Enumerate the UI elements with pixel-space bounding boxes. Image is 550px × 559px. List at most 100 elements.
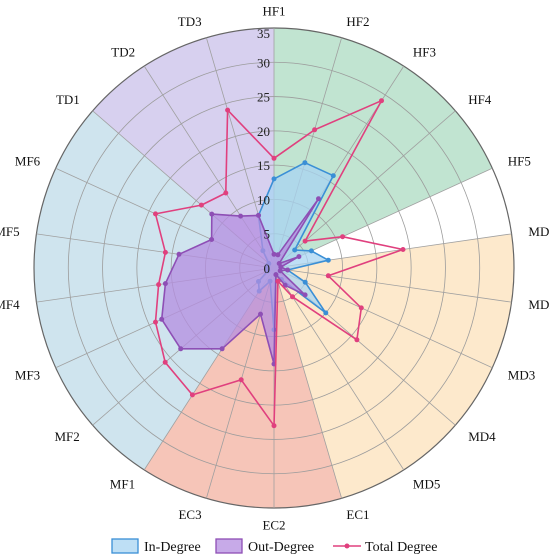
point-total-degree-mf2 — [162, 359, 168, 365]
category-label-ec3: EC3 — [178, 507, 201, 522]
legend-label-total-degree: Total Degree — [365, 540, 437, 555]
point-total-degree-ec2 — [271, 423, 277, 429]
legend-item-in-degree: In-Degree — [111, 538, 201, 555]
point-out-degree-md3 — [277, 268, 283, 274]
sector-mf-3 — [33, 110, 275, 470]
tick-label-0: 0 — [264, 261, 271, 276]
point-total-degree-mf6 — [153, 211, 158, 217]
spoke-md2 — [273, 267, 512, 303]
point-total-degree-md2 — [325, 273, 331, 279]
tick-label-20: 20 — [257, 124, 270, 139]
point-in-degree-hf4 — [292, 247, 298, 253]
category-label-md2: MD2 — [528, 297, 550, 312]
point-total-degree-mf1 — [189, 392, 195, 398]
category-label-mf1: MF1 — [110, 477, 135, 492]
category-label-hf2: HF2 — [346, 14, 369, 29]
point-out-degree-mf5 — [176, 251, 182, 257]
radar-grid — [33, 27, 515, 509]
point-out-degree-hf2 — [275, 252, 281, 258]
point-total-degree-td2 — [223, 190, 229, 196]
point-out-degree-hf5 — [296, 254, 302, 260]
point-total-degree-mf3 — [153, 319, 158, 325]
point-out-degree-mf1 — [219, 346, 225, 352]
category-label-mf5: MF5 — [0, 224, 20, 239]
point-total-degree-ec1 — [275, 278, 281, 284]
tick-label-35: 35 — [257, 26, 270, 41]
point-total-degree-md5 — [290, 294, 295, 300]
point-out-degree-td1 — [209, 211, 215, 217]
sector-ec-2 — [144, 268, 342, 509]
point-in-degree-hf2 — [302, 160, 308, 166]
point-out-degree-ec3 — [258, 311, 263, 317]
category-labels: HF1 HF2 HF3 HF4 HF5 MD1 MD2 MD3 MD4 MD5 EC1 EC2 EC3 M… — [0, 4, 550, 533]
point-out-degree-mf2 — [178, 346, 184, 352]
legend-label-in-degree: In-Degree — [144, 540, 201, 555]
point-out-degree-md5 — [282, 282, 288, 288]
category-label-mf3: MF3 — [15, 367, 40, 382]
point-in-degree-hf1 — [271, 176, 277, 182]
category-label-md1: MD1 — [528, 224, 550, 239]
legend-item-out-degree: Out-Degree — [215, 538, 314, 555]
point-total-degree-ec3 — [238, 377, 244, 383]
point-out-degree-mf4 — [162, 281, 168, 287]
category-label-td3: TD3 — [178, 14, 202, 29]
point-total-degree-td3 — [225, 107, 231, 113]
tick-label-30: 30 — [257, 55, 270, 70]
category-label-md4: MD4 — [468, 429, 496, 444]
point-in-degree-md3 — [302, 279, 308, 285]
point-out-degree-hf1 — [271, 251, 277, 257]
category-label-mf4: MF4 — [0, 297, 20, 312]
spoke-md5 — [273, 267, 405, 471]
point-total-degree-md4 — [354, 337, 360, 343]
point-total-degree-hf3 — [379, 98, 384, 104]
point-in-degree-md1 — [325, 257, 331, 263]
category-label-ec1: EC1 — [346, 507, 369, 522]
category-label-md3: MD3 — [508, 367, 535, 382]
point-total-degree-mf5 — [162, 249, 168, 255]
category-label-td2: TD2 — [111, 44, 135, 59]
category-label-md5: MD5 — [413, 477, 440, 492]
point-total-degree-hf4 — [302, 238, 308, 244]
legend-item-total-degree: Total Degree — [333, 540, 437, 555]
category-label-ec2: EC2 — [262, 518, 285, 533]
sector-hf-0 — [274, 28, 493, 268]
point-total-degree-hf2 — [312, 127, 318, 133]
point-out-degree-ec1 — [273, 272, 279, 278]
spoke-md3 — [273, 267, 493, 369]
category-label-mf2: MF2 — [55, 429, 80, 444]
category-label-hf4: HF4 — [468, 92, 492, 107]
category-label-hf3: HF3 — [413, 44, 436, 59]
legend-swatch-out-degree — [215, 538, 243, 554]
point-total-degree-mf4 — [156, 282, 162, 288]
point-out-degree-td3 — [256, 212, 261, 218]
tick-label-10: 10 — [257, 192, 270, 207]
category-label-td1: TD1 — [56, 92, 80, 107]
sector-td-4 — [92, 28, 274, 268]
point-in-degree-hf3 — [330, 173, 336, 179]
point-out-degree-hf3 — [316, 196, 321, 202]
tick-label-15: 15 — [257, 158, 270, 173]
series-layer — [153, 98, 406, 429]
point-out-degree-td2 — [238, 213, 244, 219]
legend: In-Degree Out-Degree Total Degree — [111, 538, 437, 555]
point-in-degree-md4 — [323, 310, 329, 316]
tick-label-5: 5 — [264, 227, 271, 242]
legend-swatch-in-degree — [111, 538, 139, 554]
point-in-degree-hf5 — [308, 248, 314, 254]
point-total-degree-md3 — [358, 305, 364, 311]
sector-md-1 — [274, 233, 514, 499]
category-label-hf1: HF1 — [262, 4, 285, 19]
point-out-degree-md4 — [302, 292, 308, 298]
point-out-degree-mf3 — [159, 316, 165, 322]
tick-label-25: 25 — [257, 90, 270, 105]
category-label-hf5: HF5 — [508, 154, 531, 169]
point-total-degree-hf1 — [271, 155, 277, 161]
point-total-degree-hf5 — [340, 234, 346, 240]
sector-backgrounds — [33, 28, 514, 509]
category-label-mf6: MF6 — [15, 154, 41, 169]
point-out-degree-md2 — [285, 267, 291, 273]
legend-marker-total-degree — [344, 543, 350, 549]
point-total-degree-td1 — [198, 202, 204, 208]
legend-label-out-degree: Out-Degree — [248, 540, 314, 555]
